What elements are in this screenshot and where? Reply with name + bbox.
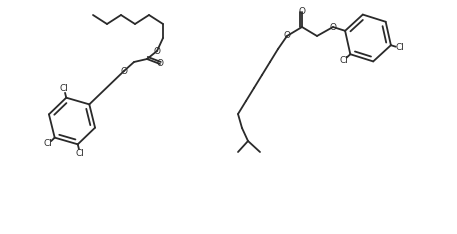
Text: Cl: Cl <box>60 84 69 93</box>
Text: Cl: Cl <box>75 149 85 157</box>
Text: O: O <box>121 66 128 76</box>
Text: Cl: Cl <box>395 43 404 52</box>
Text: O: O <box>154 47 160 55</box>
Text: Cl: Cl <box>339 56 348 65</box>
Text: O: O <box>298 7 305 17</box>
Text: O: O <box>329 22 336 32</box>
Text: O: O <box>283 32 291 40</box>
Text: O: O <box>156 59 164 69</box>
Text: Cl: Cl <box>44 139 53 148</box>
